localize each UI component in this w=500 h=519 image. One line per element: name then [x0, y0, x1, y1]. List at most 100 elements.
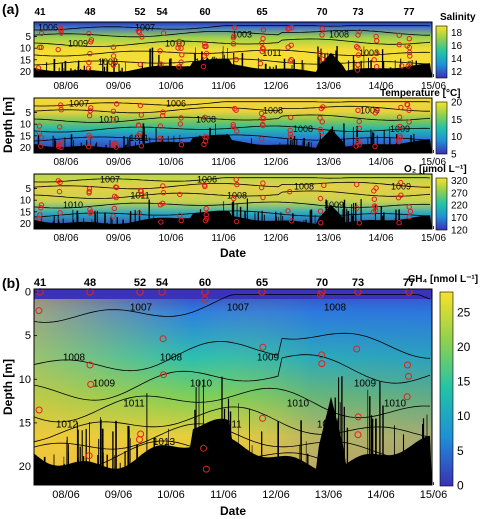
station-label: 70 — [316, 7, 328, 18]
sample-point — [396, 139, 402, 145]
y-tick-label: 0 — [25, 287, 31, 299]
x-tick-label: 10/06 — [158, 81, 183, 92]
contour-label: 1006 — [197, 174, 217, 184]
sample-point — [86, 144, 92, 150]
sample-point — [86, 188, 92, 195]
x-tick-label: 12/06 — [263, 81, 288, 92]
sample-point — [160, 30, 167, 36]
x-tick-label: 11/06 — [210, 489, 237, 501]
sample-point — [87, 206, 93, 213]
y-tick-label: 5 — [25, 32, 31, 43]
salinity-colorbar-ticks: 18 16 14 12 — [451, 28, 463, 78]
station-label: 52 — [134, 7, 146, 18]
salinity-contours: 1006 1007 1003 1008 1009 1010 1011 1003 1008 1009 — [33, 22, 431, 67]
x-tick-label: 11/06 — [211, 81, 236, 92]
contour-label: 1008 — [160, 353, 183, 364]
sample-point — [317, 51, 323, 57]
contour-label: 1012 — [317, 420, 340, 431]
sample-point — [374, 38, 380, 44]
contour-line — [33, 134, 431, 142]
sample-point — [374, 107, 380, 114]
sample-point — [176, 40, 182, 47]
contour-line — [33, 38, 431, 47]
sample-point — [202, 114, 208, 121]
x-tick-label: 08/06 — [53, 233, 78, 244]
y-tick-label: 20 — [19, 461, 31, 473]
salinity-colorbar-label: Salinity — [440, 12, 476, 23]
contour-label: 1010 — [190, 379, 213, 390]
sample-point — [112, 193, 118, 200]
oxygen-x-axis-label: Date — [220, 246, 246, 260]
sample-point — [113, 101, 120, 107]
sample-point — [231, 195, 237, 202]
station-label: 48 — [84, 277, 96, 289]
x-tick-label: 14/06 — [368, 81, 393, 92]
sample-point — [87, 210, 94, 216]
sample-point — [36, 215, 42, 222]
sample-point — [233, 56, 239, 63]
station-label: 54 — [156, 277, 169, 289]
sample-point — [160, 109, 166, 115]
sample-point — [287, 131, 294, 137]
contour-label: 1003 — [359, 48, 379, 58]
sample-point — [87, 50, 93, 57]
sample-point — [353, 143, 359, 149]
temperature-bottom — [34, 123, 432, 153]
colorbar-tick-label: 12 — [451, 67, 463, 78]
sample-point — [176, 38, 183, 45]
sample-point — [230, 35, 237, 41]
y-tick-label: 15 — [20, 131, 32, 142]
sample-point — [157, 48, 163, 54]
sample-point — [177, 191, 183, 198]
sample-point — [230, 124, 237, 130]
sample-point — [318, 220, 324, 226]
colorbar-tick-label: 15 — [457, 375, 471, 389]
sample-point — [138, 188, 144, 194]
oxygen-colorbar — [435, 177, 448, 231]
sample-point — [406, 214, 412, 220]
x-tick-label: 08/06 — [53, 157, 78, 168]
y-tick-label: 15 — [19, 417, 31, 429]
sample-point — [58, 139, 64, 145]
sample-point — [230, 41, 237, 47]
sample-point — [178, 115, 184, 121]
contour-line — [33, 114, 431, 123]
colorbar-tick-label: 18 — [451, 28, 463, 39]
methane-surface-band — [34, 289, 432, 299]
sample-point — [230, 122, 236, 128]
sample-point — [372, 204, 379, 210]
sample-point — [137, 102, 144, 109]
methane-colorbar-label: CH₄ [nmol L⁻¹] — [408, 274, 478, 285]
sample-point — [354, 67, 361, 73]
x-tick-label: 15/06 — [420, 489, 448, 501]
sample-point — [178, 217, 184, 224]
station-labels-bottom-panel: 41 48 52 54 60 65 70 73 77 — [34, 277, 415, 289]
sample-point — [354, 44, 360, 50]
sample-point — [319, 119, 325, 125]
sample-point — [288, 134, 294, 141]
contour-label: 1009 — [324, 200, 344, 210]
y-tick-label: 10 — [20, 120, 32, 131]
contour-label: 1009 — [354, 379, 377, 390]
sample-point — [160, 183, 166, 189]
sample-point — [86, 361, 94, 369]
sample-point — [288, 56, 294, 63]
x-tick-label: 11/06 — [211, 233, 236, 244]
station-label: 48 — [84, 7, 96, 18]
sample-point — [396, 114, 403, 120]
sample-point — [258, 184, 265, 191]
x-tick-label: 09/06 — [106, 157, 131, 168]
sample-point — [355, 52, 362, 58]
contour-line — [33, 210, 431, 218]
x-tick-label: 08/06 — [53, 81, 78, 92]
contour-label: 1013 — [153, 437, 176, 448]
y-tick-label: 5 — [25, 330, 31, 342]
station-label: 73 — [352, 7, 364, 18]
sample-point — [177, 212, 183, 219]
sample-point — [260, 46, 266, 52]
sample-point — [320, 104, 326, 110]
sample-point — [35, 65, 42, 71]
